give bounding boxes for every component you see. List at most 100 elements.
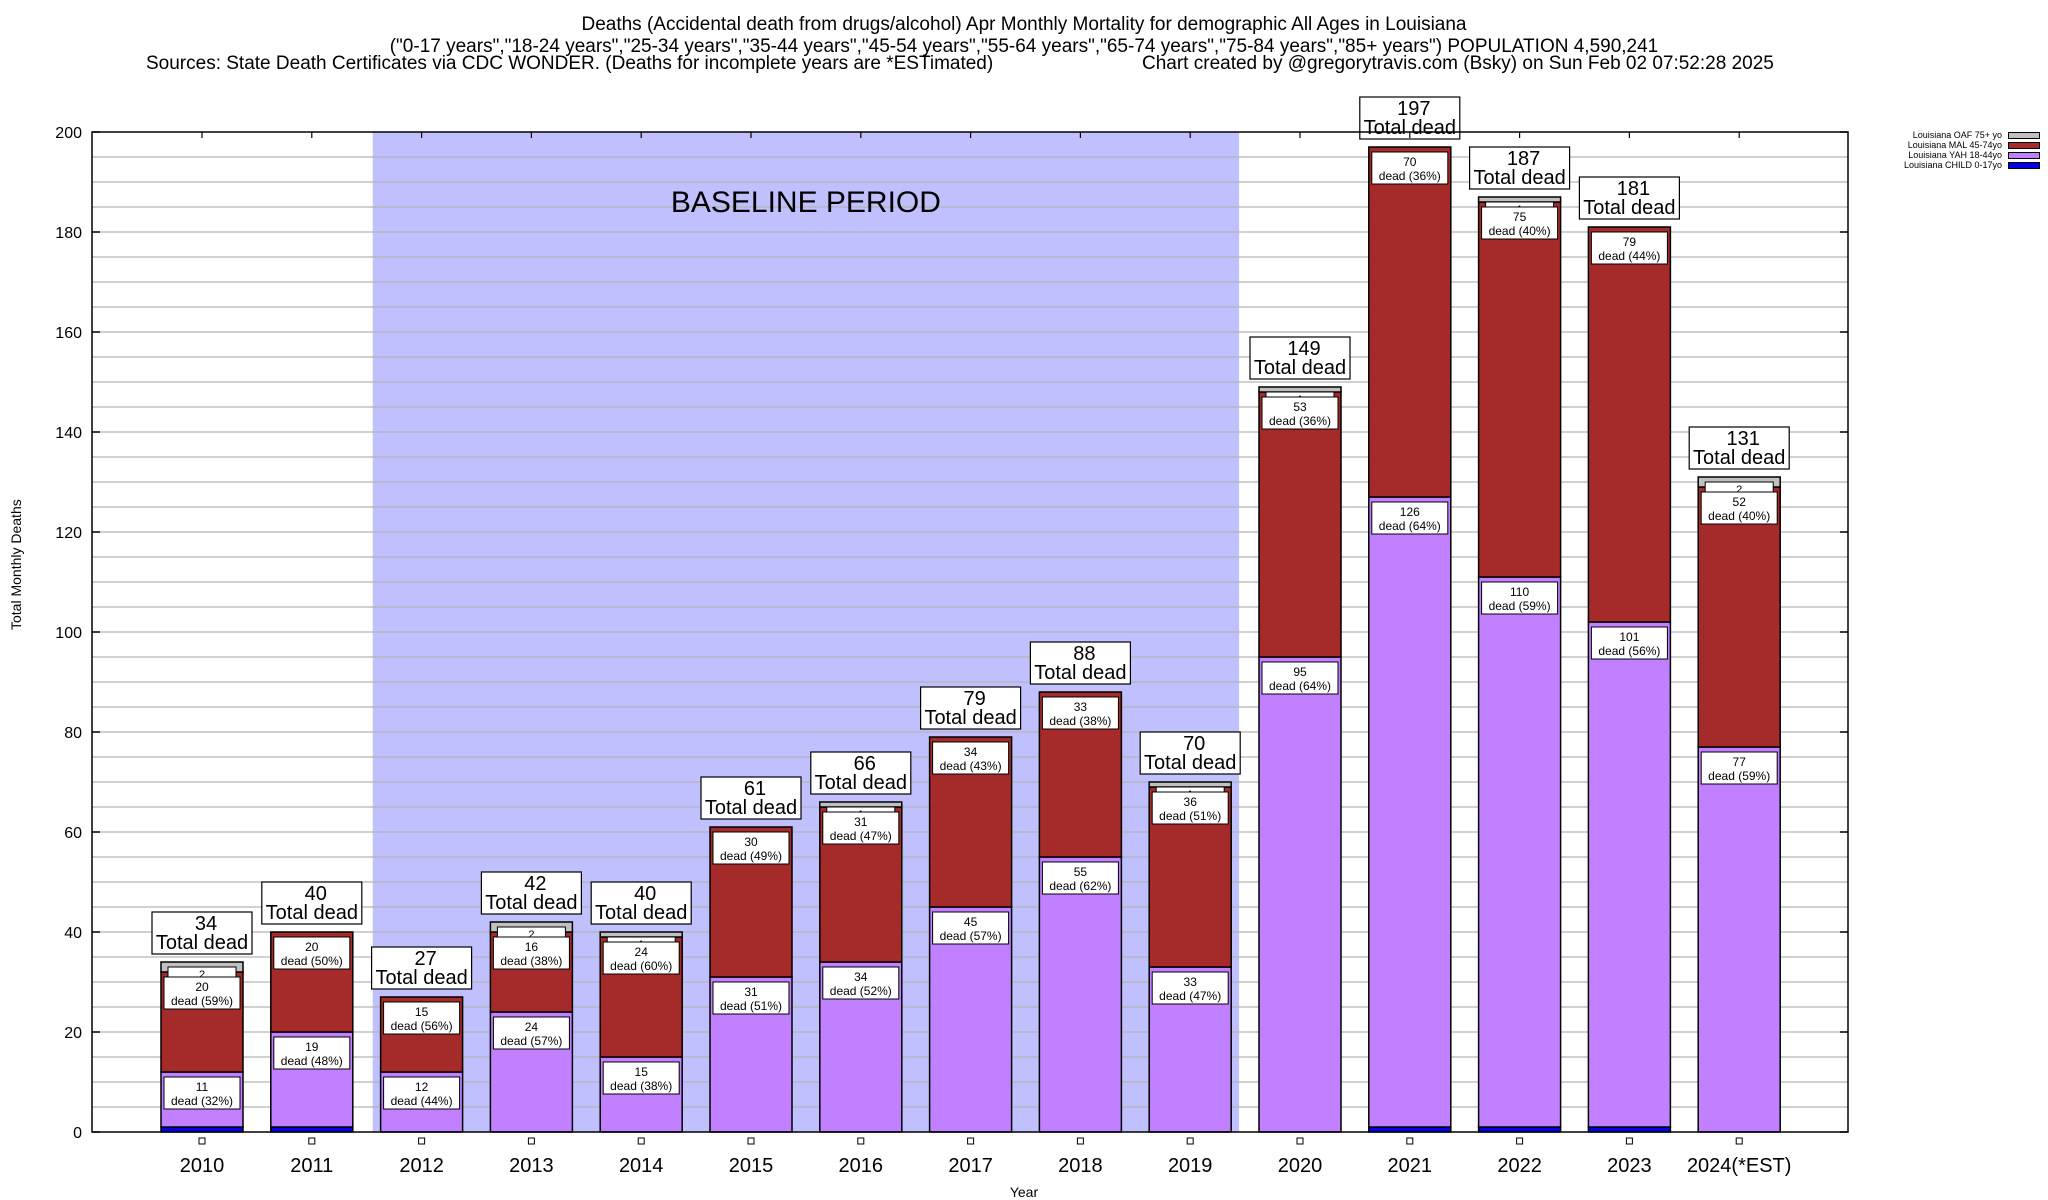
total-label-text: Total dead <box>1034 662 1126 684</box>
segment-label-pct: dead (38%) <box>1049 714 1111 728</box>
segment-label-count: 20 <box>305 940 319 954</box>
y-tick-label: 120 <box>55 525 82 542</box>
bar-segment-yah <box>1587 621 1672 1128</box>
bar-segment-mal <box>1477 201 1562 578</box>
segment-label-count: 19 <box>305 1040 319 1054</box>
x-tick-label: 2016 <box>839 1155 884 1177</box>
y-tick-label: 20 <box>64 1025 82 1042</box>
segment-label-count: 77 <box>1733 755 1747 769</box>
y-tick-label: 160 <box>55 325 82 342</box>
total-label-value: 149 <box>1287 338 1320 360</box>
segment-label-count: 45 <box>964 915 978 929</box>
plot-frame <box>91 131 1849 1133</box>
total-label-value: 42 <box>524 873 546 895</box>
total-label-box <box>1468 146 1571 190</box>
segment-label-box <box>1481 206 1559 240</box>
x-tick-label: 2015 <box>729 1155 774 1177</box>
segment-label-count: 30 <box>744 835 758 849</box>
y-tick-label: 60 <box>64 825 82 842</box>
segment-label-pct: dead (56%) <box>391 1019 453 1033</box>
segment-label-box <box>712 981 790 1015</box>
legend-item: Louisiana CHILD 0-17yo <box>1880 160 2040 170</box>
x-tick-label: 2017 <box>948 1155 993 1177</box>
segment-label-box <box>822 811 900 845</box>
chart-subtitle: ("0-17 years","18-24 years","25-34 years… <box>389 36 1659 57</box>
total-label-value: 88 <box>1073 643 1095 665</box>
total-label-box <box>700 776 802 820</box>
segment-label-box <box>383 1076 461 1110</box>
segment-label-pct: dead (50%) <box>281 954 343 968</box>
segment-label-count: 12 <box>415 1080 429 1094</box>
x-tick-label: 2020 <box>1278 1155 1323 1177</box>
segment-label-pct: dead (64%) <box>1269 679 1331 693</box>
segment-label-box <box>1151 791 1229 825</box>
x-tick-label: 2024(*EST) <box>1687 1155 1792 1177</box>
segment-label-box <box>932 741 1010 775</box>
segment-label-pct: dead (57%) <box>940 929 1002 943</box>
segment-label-count: 55 <box>1074 865 1088 879</box>
chart-title: Deaths (Accidental death from drugs/alco… <box>581 14 1467 35</box>
total-label-value: 187 <box>1507 148 1540 170</box>
segment-label-box <box>273 1036 351 1070</box>
total-label-text: Total dead <box>595 902 687 924</box>
legend-swatch <box>2008 131 2040 139</box>
segment-label-count: 34 <box>964 745 978 759</box>
y-tick-label: 100 <box>55 625 82 642</box>
segment-label-box <box>1700 751 1778 785</box>
x-tick-marker <box>1076 1137 1084 1145</box>
total-label-text: Total dead <box>485 892 577 914</box>
legend-swatch <box>2008 161 2040 169</box>
bar-segment-oaf <box>1258 386 1342 393</box>
x-tick-marker <box>1516 1137 1524 1145</box>
segment-label-pct: dead (51%) <box>720 999 782 1013</box>
total-label-box <box>1578 176 1681 220</box>
x-tick-marker <box>527 1137 535 1145</box>
y-tick-label: 140 <box>55 425 82 442</box>
total-label-text: Total dead <box>266 902 358 924</box>
bar-segment-oaf <box>819 801 903 808</box>
segment-label-count: 20 <box>195 980 209 994</box>
x-tick-label: 2022 <box>1497 1155 1542 1177</box>
legend-label: Louisiana OAF 75+ yo <box>1912 130 2002 140</box>
total-label-text: Total dead <box>924 707 1016 729</box>
segment-label-pct: dead (60%) <box>610 959 672 973</box>
segment-label-box <box>273 936 351 970</box>
total-label-value: 27 <box>414 948 436 970</box>
baseline-period-label: BASELINE PERIOD <box>671 186 941 219</box>
y-tick-label: 200 <box>55 125 82 142</box>
x-axis-label: Year <box>1009 1184 1039 1200</box>
x-tick-marker <box>1186 1137 1194 1145</box>
segment-label-pct: dead (49%) <box>720 849 782 863</box>
segment-label-box <box>1261 661 1339 695</box>
x-tick-label: 2023 <box>1607 1155 1652 1177</box>
segment-label-box <box>1041 861 1119 895</box>
segment-label-box <box>1261 396 1339 430</box>
chart-legend: Louisiana OAF 75+ yo Louisiana MAL 45-74y… <box>1880 130 2040 170</box>
total-label-box <box>371 946 473 990</box>
x-tick-marker <box>308 1137 316 1145</box>
x-tick-label: 2011 <box>290 1155 333 1177</box>
segment-label-box <box>712 831 790 865</box>
segment-label-box <box>1590 626 1668 660</box>
bar-segment-yah <box>1038 856 1123 1133</box>
total-label-box <box>261 881 363 925</box>
segment-label-count: 24 <box>635 945 649 959</box>
y-tick-label: 180 <box>55 225 82 242</box>
x-tick-label: 2010 <box>180 1155 225 1177</box>
total-label-value: 181 <box>1617 178 1650 200</box>
x-tick-marker <box>747 1137 755 1145</box>
bar-segment-yah <box>1368 496 1452 1128</box>
segment-label-pct: dead (36%) <box>1269 414 1331 428</box>
bar-segment-yah <box>1697 746 1781 1133</box>
segment-label-pct: dead (44%) <box>391 1094 453 1108</box>
y-axis-label: Total Monthly Deaths <box>8 499 24 630</box>
total-label-value: 61 <box>744 778 766 800</box>
total-label-box <box>1688 426 1790 470</box>
segment-label-count: 79 <box>1623 235 1637 249</box>
total-label-value: 34 <box>195 913 217 935</box>
legend-item: Louisiana OAF 75+ yo <box>1880 130 2040 140</box>
total-label-text: Total dead <box>815 772 907 794</box>
segment-label-pct: dead (47%) <box>1159 989 1221 1003</box>
segment-label-pct: dead (59%) <box>1708 769 1770 783</box>
